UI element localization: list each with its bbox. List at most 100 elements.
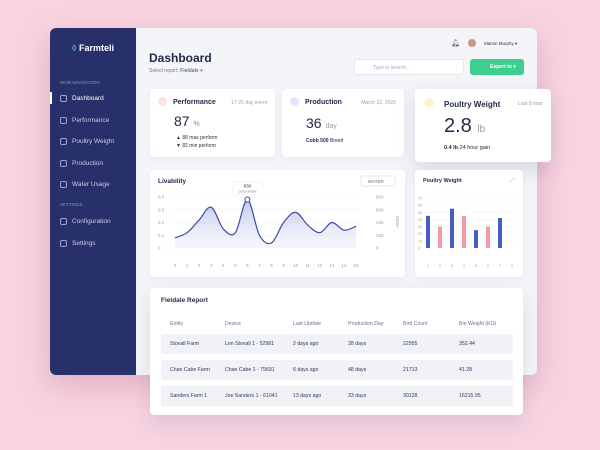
nav-label: Dashboard <box>72 95 104 102</box>
y-tick-label: 10 <box>418 238 423 243</box>
x-tick-label: 12 <box>317 263 323 268</box>
table-cell: 30128 <box>403 393 418 399</box>
user-name[interactable]: Marvin Murphy ▾ <box>484 41 518 46</box>
y-tick-label: 50 <box>418 210 423 215</box>
nav-item[interactable]: Dashboard <box>60 95 104 102</box>
column-header: Bin Weight (KG) <box>459 321 497 327</box>
table-row <box>161 386 513 406</box>
report-select[interactable]: Select report: Fieldale ▾ <box>149 68 203 74</box>
bar <box>426 215 430 248</box>
x-tick-label: 3 <box>210 263 213 268</box>
tooltip-label: Data details <box>238 190 257 194</box>
report-table: Fieldale Report Entity Device Last Update P… <box>150 288 523 415</box>
column-header: Bird Count <box>403 321 428 327</box>
nav-icon <box>60 138 67 145</box>
nav-item[interactable]: Settings <box>60 239 96 247</box>
card-title: Poultry Weight <box>444 100 501 109</box>
value: 2.8 <box>444 115 472 137</box>
y-tick-label: 40 <box>418 217 423 222</box>
nav-item[interactable]: Production <box>60 159 104 167</box>
y-tick-label: 60 <box>418 203 423 208</box>
bar <box>450 208 454 248</box>
sidebar: ◊ Farmteli MAIN NAVIGATION SETTINGS Dash… <box>50 28 136 375</box>
x-tick-label: 8 <box>270 263 273 268</box>
icon <box>290 97 299 106</box>
search-box[interactable]: Type to search... <box>354 59 464 75</box>
nav-label: Configuration <box>72 218 111 225</box>
unit: % <box>193 121 200 128</box>
nav-icon <box>60 218 67 225</box>
export-button[interactable]: Export to ▾ <box>470 59 524 75</box>
nav-label: Production <box>72 159 104 167</box>
card-meta: 17-25 day event <box>231 100 267 106</box>
x-tick-label: 14 <box>341 263 347 268</box>
y-tick-label: 0.3 <box>158 207 165 212</box>
value: 87 <box>174 113 190 129</box>
gain-value: 0.4 lb <box>444 145 459 151</box>
card-value: 2.8 lb <box>444 115 485 138</box>
bar <box>486 226 490 248</box>
nav-icon <box>60 95 67 102</box>
search-placeholder: Type to search... <box>373 65 410 71</box>
perf-line: ▼ 82 min perform <box>176 143 216 149</box>
expand-icon[interactable]: ⤢ <box>510 177 515 184</box>
nav-icon <box>60 239 67 247</box>
x-tick-label: 1 <box>186 263 189 268</box>
dropdown-label: WATER <box>368 179 384 184</box>
nav-label: Settings <box>72 239 96 247</box>
line <box>174 198 357 245</box>
nav-icon <box>60 116 67 124</box>
y-tick-label: 30 <box>418 224 423 229</box>
bar <box>438 226 442 248</box>
column-header: Last Update <box>293 321 321 327</box>
value: 36 <box>306 115 322 131</box>
x-tick-label: 11 <box>305 263 310 268</box>
table-cell: Chan Cabe Farm <box>170 367 210 373</box>
card-title: Production <box>305 99 342 106</box>
card-title: Performance <box>173 99 216 106</box>
x-tick-label: 6 <box>487 263 490 268</box>
table-cell: Chan Cabe 1 - 75691 <box>225 367 275 373</box>
perf-text: 82 min perform <box>182 143 216 149</box>
x-tick-label: 10 <box>293 263 299 268</box>
active-marker <box>50 92 52 104</box>
bell-icon[interactable]: 🔔︎ <box>451 40 460 47</box>
y2-tick-label: 400 <box>376 220 384 225</box>
card-meta: March 22, 2020 <box>361 100 396 106</box>
y2-tick-label: 600 <box>376 207 384 212</box>
nav-item[interactable]: Configuration <box>60 218 111 225</box>
y-tick-label: 0.1 <box>158 233 165 238</box>
nav-icon <box>60 159 67 167</box>
tooltip-value: 830 <box>244 184 252 189</box>
dropdown[interactable] <box>360 175 396 187</box>
table-cell: 21713 <box>403 367 418 373</box>
gain: 0.4 lb 24 hour gain <box>444 145 490 151</box>
nav-item[interactable]: Performance <box>60 116 110 124</box>
poultry-weight-card: Poultry Weight Last 8 hour 2.8 lb 0.4 lb… <box>415 89 551 162</box>
x-tick-label: 1 <box>427 263 430 268</box>
chart-title: Livability <box>158 178 187 185</box>
y2-tick-label: 200 <box>376 233 384 238</box>
avatar[interactable] <box>468 39 476 47</box>
y-tick-label: 0.2 <box>158 220 165 225</box>
user-name-text: Marvin Murphy <box>484 41 514 46</box>
report-value: Fieldale <box>180 68 199 74</box>
area <box>175 199 356 248</box>
bar <box>474 230 478 248</box>
table-cell: 33 days <box>348 393 367 399</box>
x-tick-label: 7 <box>258 263 261 268</box>
performance-card: Performance 17-25 day event 87 % ▲ 88 ma… <box>150 89 275 157</box>
nav-item[interactable]: Water Usage <box>60 181 110 188</box>
y-tick-label: 20 <box>418 231 423 236</box>
table-row <box>161 360 513 380</box>
report-label: Select report: <box>149 68 179 74</box>
x-tick-label: 8 <box>511 263 514 268</box>
x-tick-label: 15 <box>353 263 359 268</box>
card-meta: Last 8 hour <box>517 101 543 107</box>
nav-item[interactable]: Poultry Weight <box>60 138 114 145</box>
nav-label: Performance <box>72 116 110 124</box>
x-tick-label: 4 <box>222 263 225 268</box>
x-tick-label: 13 <box>329 263 335 268</box>
livability-chart: Livability WATER00.10.20.30.4020040060080… <box>150 170 405 277</box>
x-tick-label: 2 <box>198 263 201 268</box>
